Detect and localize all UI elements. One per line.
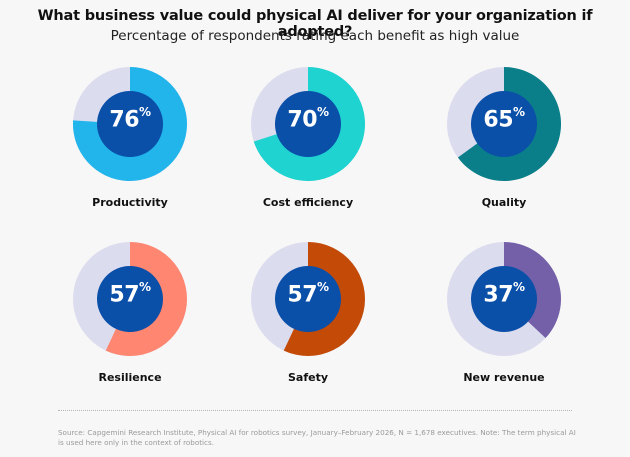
donut-panel-safety: 57% Safety — [233, 237, 383, 397]
category-label: Productivity — [92, 196, 168, 209]
donut-center — [97, 91, 163, 157]
chart-title: What business value could physical AI de… — [37, 8, 593, 40]
percent-value: 76 — [109, 107, 140, 133]
donut-chart — [447, 242, 561, 356]
footer-divider — [58, 410, 572, 411]
donut-center — [471, 266, 537, 332]
percent-sign: % — [513, 105, 525, 119]
percent-sign: % — [139, 280, 151, 294]
category-label: New revenue — [463, 371, 545, 384]
donut-chart — [251, 67, 366, 181]
percent-sign: % — [513, 280, 525, 294]
percent-label: 57% — [55, 280, 205, 308]
donut-center — [471, 91, 537, 157]
percent-label: 57% — [233, 280, 383, 308]
source-note: Source: Capgemini Research Institute, Ph… — [58, 428, 576, 447]
donut-center — [97, 266, 163, 332]
donut-center — [275, 91, 341, 157]
category-label: Safety — [287, 371, 329, 384]
category-label: Cost efficiency — [262, 196, 354, 209]
donut-panel-cost-efficiency: 70% Cost efficiency — [233, 62, 383, 222]
donut-panel-quality: 65% Quality — [429, 62, 579, 222]
percent-value: 57 — [109, 282, 140, 308]
donut-chart — [72, 67, 187, 181]
percent-label: 76% — [55, 105, 205, 133]
category-label: Quality — [481, 196, 527, 209]
donut-chart — [251, 242, 365, 356]
percent-sign: % — [139, 105, 151, 119]
donut-panel-new-revenue: 37% New revenue — [429, 237, 579, 397]
percent-label: 70% — [233, 105, 383, 133]
percent-value: 37 — [483, 282, 514, 308]
donut-chart — [447, 67, 562, 182]
percent-sign: % — [317, 105, 329, 119]
percent-label: 65% — [429, 105, 579, 133]
percent-value: 57 — [287, 282, 318, 308]
donut-center — [275, 266, 341, 332]
percent-sign: % — [317, 280, 329, 294]
chart-subtitle: Percentage of respondents rating each be… — [110, 28, 520, 44]
percent-label: 37% — [429, 280, 579, 308]
donut-panel-resilience: 57% Resilience — [55, 237, 205, 397]
percent-value: 70 — [287, 107, 318, 133]
category-label: Resilience — [98, 371, 162, 384]
donut-chart — [73, 242, 187, 356]
donut-panel-productivity: 76% Productivity — [55, 62, 205, 222]
percent-value: 65 — [483, 107, 514, 133]
